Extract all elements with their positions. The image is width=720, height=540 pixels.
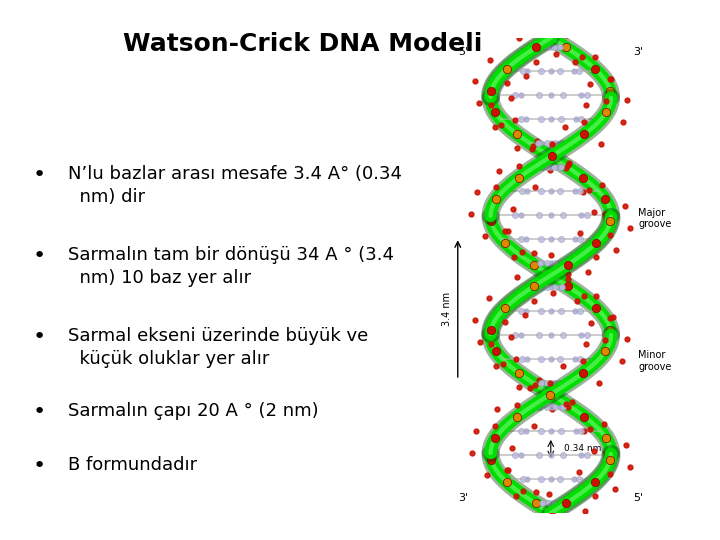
Text: Major
groove: Major groove <box>639 207 672 229</box>
Text: N’lu bazlar arası mesafe 3.4 A° (0.34
  nm) dir: N’lu bazlar arası mesafe 3.4 A° (0.34 nm… <box>68 165 402 206</box>
Text: 3.4 nm: 3.4 nm <box>442 292 452 326</box>
Text: •: • <box>33 246 46 266</box>
Text: Sarmal ekseni üzerinde büyük ve
  küçük oluklar yer alır: Sarmal ekseni üzerinde büyük ve küçük ol… <box>68 327 369 368</box>
Text: •: • <box>33 165 46 185</box>
Text: Sarmalın tam bir dönüşü 34 A ° (3.4
  nm) 10 baz yer alır: Sarmalın tam bir dönüşü 34 A ° (3.4 nm) … <box>68 246 395 287</box>
Text: 3': 3' <box>633 48 643 57</box>
Text: B formundadır: B formundadır <box>68 456 197 474</box>
Text: Watson-Crick DNA Modeli: Watson-Crick DNA Modeli <box>122 32 482 56</box>
Text: •: • <box>33 456 46 476</box>
Text: 0.34 nm: 0.34 nm <box>564 444 602 454</box>
Text: 5': 5' <box>633 494 643 503</box>
Text: •: • <box>33 402 46 422</box>
Text: 5': 5' <box>459 48 469 57</box>
Text: 3': 3' <box>459 494 469 503</box>
Text: •: • <box>33 327 46 347</box>
Text: Minor
groove: Minor groove <box>639 350 672 372</box>
Text: Sarmalın çapı 20 A ° (2 nm): Sarmalın çapı 20 A ° (2 nm) <box>68 402 319 420</box>
